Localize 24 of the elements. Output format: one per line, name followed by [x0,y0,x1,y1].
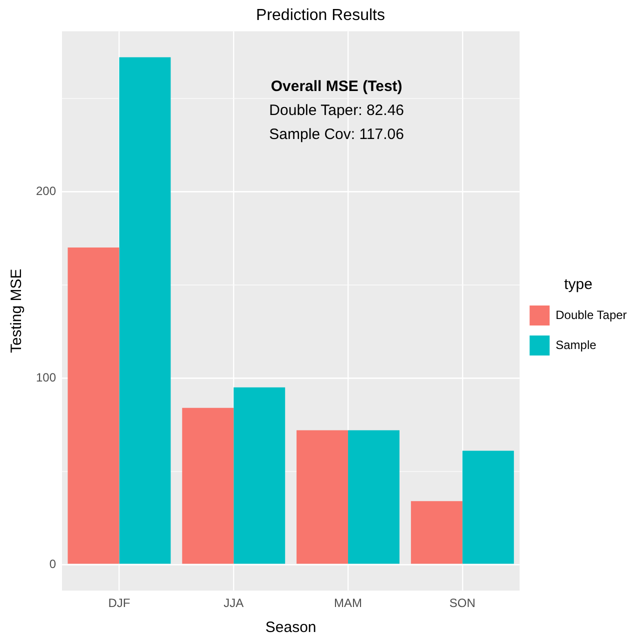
chart-title: Prediction Results [256,7,385,24]
y-tick-label: 0 [49,556,56,571]
annotation: Double Taper: 82.46 [269,102,404,120]
x-tick-label: MAM [334,596,362,610]
x-tick-label: DJF [108,596,130,610]
bar [296,430,348,564]
bar [234,387,286,564]
bar [182,408,234,564]
y-tick-label: 100 [36,370,56,384]
annotation: Sample Cov: 117.06 [269,126,404,144]
y-tick-label: 200 [36,184,56,198]
x-tick-label: SON [449,596,476,610]
legend-label: Sample [556,338,597,352]
bar [348,430,400,564]
bar [462,450,514,564]
bar [68,248,120,564]
legend-title: type [564,276,592,294]
annotation: Overall MSE (Test) [270,78,402,96]
x-axis-title: Season [265,619,316,636]
y-axis-title: Testing MSE [8,268,26,353]
bar [119,57,171,564]
legend-label: Double Taper [556,308,627,322]
bar [410,501,462,564]
x-tick-label: JJA [224,596,244,610]
